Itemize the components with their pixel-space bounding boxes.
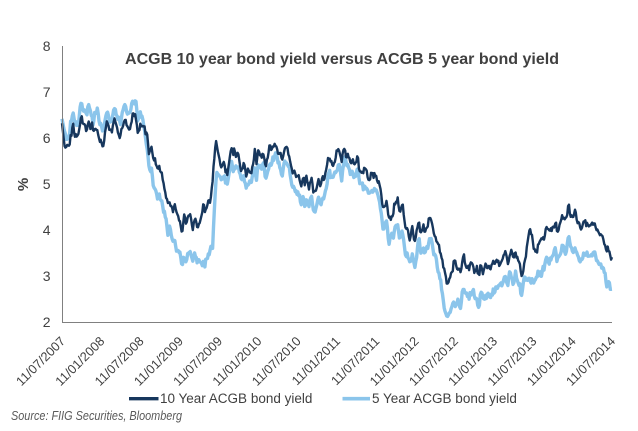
svg-text:3: 3 [43,268,51,284]
svg-text:4: 4 [43,222,51,238]
svg-text:6: 6 [43,130,51,146]
svg-text:5 Year ACGB bond yield: 5 Year ACGB bond yield [372,391,517,406]
svg-text:5: 5 [43,176,51,192]
svg-text:ACGB 10 year bond yield versus: ACGB 10 year bond yield versus ACGB 5 ye… [125,51,559,68]
svg-text:Source: FIIG Securities, Bloom: Source: FIIG Securities, Bloomberg [11,409,182,423]
svg-text:7: 7 [43,84,51,100]
svg-text:8: 8 [43,38,51,54]
svg-text:10 Year ACGB bond yield: 10 Year ACGB bond yield [160,391,312,406]
svg-text:%: % [15,178,32,191]
svg-text:2: 2 [43,314,51,330]
